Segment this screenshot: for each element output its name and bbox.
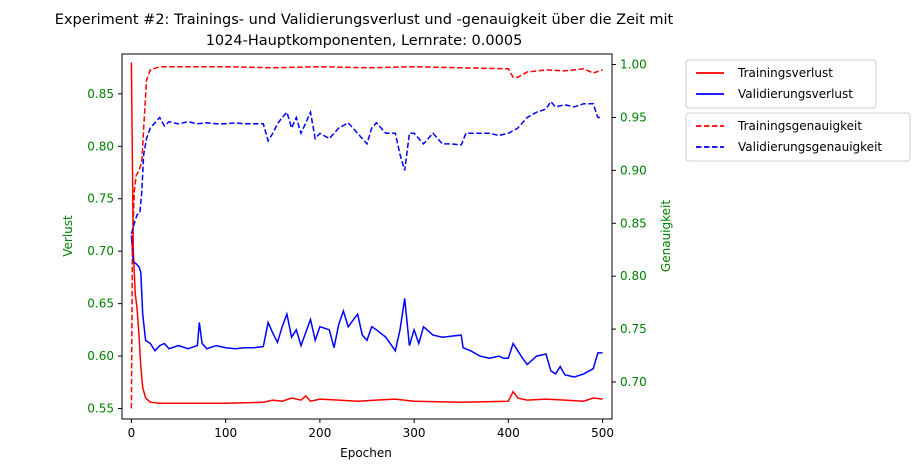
plot-area <box>130 62 603 409</box>
y-left-tick-label: 0.80 <box>87 139 114 153</box>
y-axis-left-label: Verlust <box>61 215 75 257</box>
y-left-tick-label: 0.75 <box>87 192 114 206</box>
y-axis-left: 0.55 0.60 0.65 0.70 0.75 0.80 0.85 <box>87 87 122 416</box>
y-left-tick-label: 0.65 <box>87 297 114 311</box>
x-axis-label: Epochen <box>340 446 392 460</box>
legend-loss: Trainingsverlust Validierungsverlust <box>685 59 877 109</box>
x-tick-label: 0 <box>128 426 136 440</box>
y-right-tick-label: 1.00 <box>620 58 647 72</box>
y-right-tick-label: 0.70 <box>620 375 647 389</box>
legend-accuracy-frame <box>685 112 911 162</box>
series-line-validierungsverlust <box>130 235 603 378</box>
plot-frame <box>121 53 613 420</box>
y-right-tick-label: 0.85 <box>620 216 647 230</box>
y-axis-right-label: Genauigkeit <box>659 200 673 272</box>
y-left-tick-label: 0.55 <box>87 402 114 416</box>
y-right-tick-label: 0.80 <box>620 269 647 283</box>
legend-label: Trainingsverlust <box>737 66 833 80</box>
series-line-validierungsgenauigkeit <box>130 100 603 235</box>
y-right-tick-label: 0.95 <box>620 110 647 124</box>
legend-label: Validierungsverlust <box>738 87 853 101</box>
x-tick-label: 400 <box>497 426 520 440</box>
y-right-tick-label: 0.90 <box>620 163 647 177</box>
y-axis-right: 0.70 0.75 0.80 0.85 0.90 0.95 1.00 <box>612 58 647 389</box>
x-tick-label: 300 <box>403 426 426 440</box>
legend-label: Trainingsgenauigkeit <box>737 119 862 133</box>
series-line-trainingsverlust <box>130 62 603 405</box>
y-left-tick-label: 0.60 <box>87 349 114 363</box>
legend-accuracy: Trainingsgenauigkeit Validierungsgenauigk… <box>685 112 911 162</box>
x-tick-label: 500 <box>591 426 614 440</box>
chart-title-line1: Experiment #2: Trainings- und Validierun… <box>55 12 674 28</box>
y-right-tick-label: 0.75 <box>620 322 647 336</box>
y-left-tick-label: 0.85 <box>87 87 114 101</box>
chart-title-line2: 1024-Hauptkomponenten, Lernrate: 0.0005 <box>206 33 523 49</box>
y-left-tick-label: 0.70 <box>87 244 114 258</box>
legend-loss-frame <box>685 59 877 109</box>
x-axis: 0 100 200 300 400 500 <box>128 419 614 440</box>
x-tick-label: 100 <box>214 426 237 440</box>
series-line-trainingsgenauigkeit <box>130 65 603 409</box>
x-tick-label: 200 <box>308 426 331 440</box>
legend-label: Validierungsgenauigkeit <box>738 140 882 154</box>
